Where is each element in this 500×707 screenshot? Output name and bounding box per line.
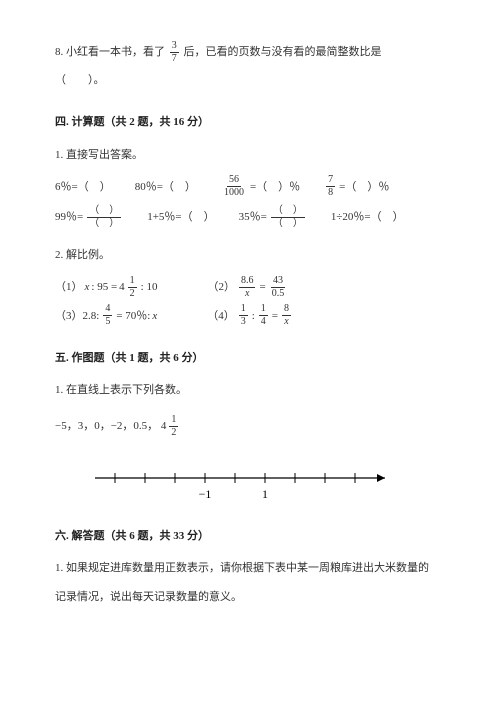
prop2-eq: = [259,275,265,299]
calc-1c: 56 1000 =（ ）％ [220,175,300,199]
calc-2b: 1+5％=（ ） [147,205,214,229]
q8-fraction: 3 7 [170,41,179,64]
frac-num: （ ） [87,206,121,218]
prop3-x: x [152,304,157,328]
frac-den: 2 [169,427,178,438]
prop-3: （3）2.8: 4 5 = 70％: x [55,304,157,328]
sec5-values-pre: −5，3，0，−2，0.5， [55,420,158,432]
calc-1d-frac: 7 8 [326,175,335,198]
sec4-q1: 1. 直接写出答案。 [55,143,445,167]
prop-1: （1） x : 95 = 4 1 2 : 10 [55,275,157,299]
prop-4: （4） 1 3 : 1 4 = 8 x [207,304,293,328]
prop4-frac3: 8 x [282,304,291,327]
sec4-q2: 2. 解比例。 [55,243,445,267]
calc-2c: 35％= （ ） （ ） [239,205,307,229]
frac-num: 1 [128,276,137,288]
calc-2a-frac: （ ） （ ） [87,206,121,229]
mixed-whole: 4 [119,275,125,299]
calc-1c-eq: =（ ）％ [250,175,300,199]
prop4-frac1: 1 3 [239,304,248,327]
prop-2: （2） 8.6 x = 43 0.5 [207,275,288,299]
prop1-pre: （1） [55,275,83,299]
calc-2d: 1÷20％=（ ） [331,205,404,229]
frac-num: 56 [227,175,241,187]
calc-1a: 6％=（ ） [55,175,111,199]
mixed-whole: 4 [161,414,167,438]
prop3-pre: （3）2.8: [55,304,99,328]
frac-num: 1 [259,304,268,316]
frac-num: （ ） [271,206,305,218]
section-6-header: 六. 解答题（共 6 题，共 33 分） [55,524,445,548]
q8-text-post: 后，已看的页数与没有看的最简整数比是 [184,46,382,58]
frac-num: 8 [282,304,291,316]
calc-2c-frac: （ ） （ ） [271,206,305,229]
prop1-a: : 95 = [91,275,117,299]
sec5-mixed: 4 1 2 [161,414,181,438]
prop2-frac2: 43 0.5 [270,276,287,299]
prop4-eq: = [272,304,278,328]
frac-num: 4 [103,304,112,316]
calc-1b: 80％=（ ） [135,175,196,199]
prop3-mid: = 70％: [116,304,150,328]
frac-den: 2 [128,288,137,299]
question-8: 8. 小红看一本书，看了 3 7 后，已看的页数与没有看的最简整数比是 [55,40,445,64]
frac-den: 4 [259,316,268,327]
prop2-frac1: 8.6 x [239,276,256,299]
calc-row-2: 99％= （ ） （ ） 1+5％=（ ） 35％= （ ） （ ） 1÷20％… [55,205,445,229]
calc-row-1: 6％=（ ） 80％=（ ） 56 1000 =（ ）％ 7 8 =（ ）％ [55,175,445,199]
prop4-pre: （4） [207,304,235,328]
q8-blank: （ ）。 [55,68,445,92]
prop3-frac: 4 5 [103,304,112,327]
proportion-row-2: （3）2.8: 4 5 = 70％: x （4） 1 3 : 1 4 = 8 x [55,304,445,328]
section-4-header: 四. 计算题（共 2 题，共 16 分） [55,110,445,134]
prop2-pre: （2） [207,275,235,299]
frac-num: 1 [169,415,178,427]
calc-1c-frac: 56 1000 [222,175,246,198]
prop4-colon: : [252,304,255,328]
frac-den: 5 [103,316,112,327]
tick-label-neg1: −1 [199,487,212,501]
sec6-q1-line2: 记录情况，说出每天记录数量的意义。 [55,585,445,609]
frac-den: x [282,316,290,327]
frac-num: 1 [239,304,248,316]
frac-num: 7 [326,175,335,187]
frac-den: 3 [239,316,248,327]
frac-den: 7 [170,53,179,64]
sec5-q1: 1. 在直线上表示下列各数。 [55,378,445,402]
sec5-frac: 1 2 [169,415,178,438]
frac-den: （ ） [271,218,305,229]
q8-text-pre: 8. 小红看一本书，看了 [55,46,165,58]
prop1-x: x [85,275,90,299]
calc-1d-eq: =（ ）％ [339,175,389,199]
sec5-values: −5，3，0，−2，0.5， 4 1 2 [55,414,445,438]
calc-2a: 99％= （ ） （ ） [55,205,123,229]
frac-num: 43 [271,276,285,288]
number-line-container: −1 1 [95,466,445,506]
frac-den: 8 [326,187,335,198]
prop1-end: : 10 [141,275,158,299]
section-5-header: 五. 作图题（共 1 题，共 6 分） [55,346,445,370]
calc-2c-pre: 35％= [239,205,267,229]
calc-2a-pre: 99％= [55,205,83,229]
frac-den: （ ） [87,218,121,229]
frac-den: 0.5 [270,288,287,299]
prop4-frac2: 1 4 [259,304,268,327]
number-line: −1 1 [95,466,395,506]
frac-den: 1000 [222,187,246,198]
prop1-frac: 1 2 [128,276,137,299]
proportion-row-1: （1） x : 95 = 4 1 2 : 10 （2） 8.6 x = 43 0… [55,275,445,299]
calc-1d: 7 8 =（ ）％ [324,175,389,199]
sec6-q1-line1: 1. 如果规定进库数量用正数表示，请你根据下表中某一周粮库进出大米数量的 [55,556,445,580]
frac-num: 3 [170,41,179,53]
frac-den: x [243,288,251,299]
exam-page: 8. 小红看一本书，看了 3 7 后，已看的页数与没有看的最简整数比是 （ ）。… [0,0,500,643]
tick-label-pos1: 1 [262,487,268,501]
frac-num: 8.6 [239,276,256,288]
prop1-mixed: 4 1 2 [119,275,139,299]
